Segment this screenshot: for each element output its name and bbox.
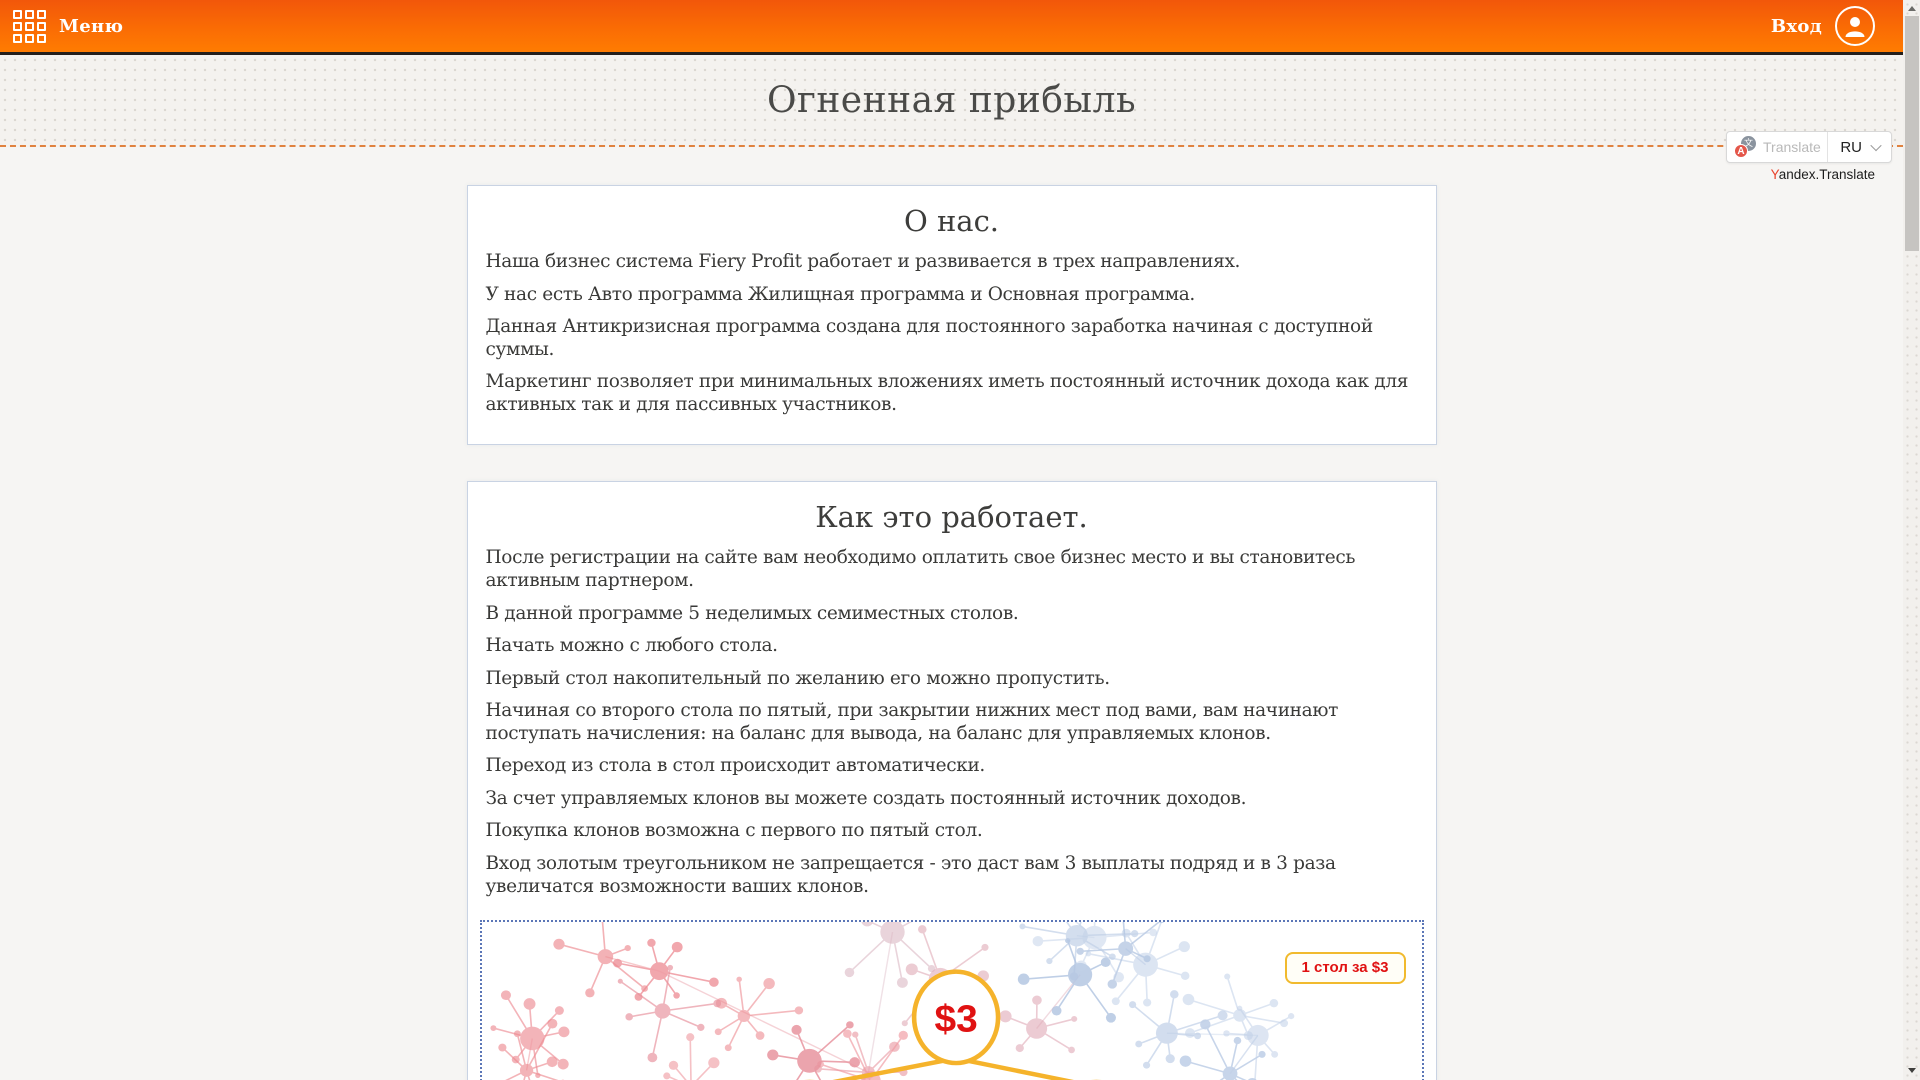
how-paragraph: В данной программе 5 неделимых семиместн…	[485, 602, 1019, 624]
chevron-down-icon	[1870, 139, 1882, 152]
language-selector[interactable]: RU	[1827, 132, 1891, 162]
hero-strip: Огненная прибыль	[0, 55, 1903, 147]
main-content: О нас. Наша бизнес система Fiery Profit …	[466, 185, 1437, 1080]
root-table-node	[911, 969, 1000, 1066]
how-paragraph: Начиная со второго стола по пятый, при з…	[485, 700, 1339, 744]
translate-icon: 文 A	[1734, 136, 1756, 158]
about-paragraph: Данная Антикризисная программа создана д…	[485, 316, 1374, 360]
about-paragraph: Наша бизнес система Fiery Profit работае…	[485, 251, 1241, 272]
root-node-price: $3	[934, 998, 977, 1040]
translate-label: Translate	[1763, 139, 1821, 155]
yandex-translate-brand: Yandex.Translate	[1770, 167, 1875, 182]
marketing-diagram: $3 1 стол за $3	[479, 920, 1424, 1080]
diagram-svg: $3	[489, 922, 1294, 1080]
about-paragraph: Маркетинг позволяет при минимальных влож…	[485, 371, 1409, 415]
network-decoration	[489, 922, 1294, 1080]
top-bar: Меню Вход	[0, 0, 1903, 55]
about-card: О нас. Наша бизнес система Fiery Profit …	[466, 185, 1437, 446]
login-button[interactable]: Вход	[1771, 6, 1875, 46]
how-paragraph: Первый стол накопительный по желанию его…	[485, 667, 1111, 689]
user-avatar-icon[interactable]	[1835, 6, 1875, 46]
person-icon	[1845, 17, 1865, 37]
about-card-title: О нас.	[903, 204, 1000, 238]
language-value: RU	[1840, 138, 1862, 156]
how-card-title: Как это работает.	[815, 500, 1088, 535]
grid-menu-icon	[13, 9, 46, 43]
login-button-label: Вход	[1770, 15, 1822, 37]
about-paragraph: У нас есть Авто программа Жилищная прогр…	[485, 283, 1196, 305]
how-paragraph: Вход золотым треугольником не запрещаетс…	[485, 853, 1337, 897]
price-badge: 1 стол за $3	[1284, 952, 1406, 985]
how-paragraph: Покупка клонов возможна с первого по пят…	[485, 820, 983, 842]
menu-button[interactable]: Меню	[13, 9, 124, 43]
table-tree: $3	[805, 969, 1100, 1080]
how-paragraph: За счет управляемых клонов вы можете соз…	[485, 787, 1247, 809]
scrollbar-thumb[interactable]	[1904, 16, 1919, 251]
how-paragraph: После регистрации на сайте вам необходим…	[485, 547, 1356, 591]
how-paragraph: Начать можно с любого стола.	[485, 635, 779, 657]
how-paragraph: Переход из стола в стол происходит автом…	[485, 755, 986, 777]
how-it-works-card: Как это работает. После регистрации на с…	[466, 481, 1437, 1080]
vertical-scrollbar[interactable]	[1903, 0, 1920, 1080]
page-title: Огненная прибыль	[766, 80, 1137, 121]
menu-button-label: Меню	[59, 15, 124, 37]
scrollbar-down-arrow[interactable]	[1903, 1062, 1920, 1078]
translate-widget[interactable]: 文 A Translate RU	[1726, 131, 1892, 163]
scrollbar-up-arrow[interactable]	[1903, 0, 1920, 16]
